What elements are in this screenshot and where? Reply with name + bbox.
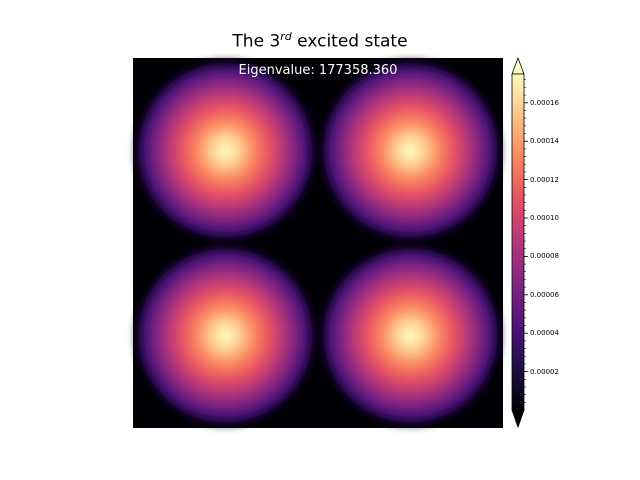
colorbar-tick-label: 0.00004 bbox=[530, 329, 559, 338]
heatmap-peak-3 bbox=[130, 240, 321, 431]
title-superscript: rd bbox=[280, 30, 292, 43]
colorbar-extend-bottom bbox=[511, 409, 525, 429]
colorbar-tick-label: 0.00016 bbox=[530, 98, 559, 107]
title-prefix: The 3 bbox=[232, 31, 281, 52]
colorbar-tick-label: 0.00012 bbox=[530, 175, 559, 184]
colorbar-tick-label: 0.00010 bbox=[530, 214, 559, 222]
peaks-layer bbox=[130, 55, 506, 431]
heatmap-peak-4 bbox=[315, 240, 506, 431]
colorbar-extend-top bbox=[511, 56, 525, 75]
colorbar-body bbox=[511, 73, 525, 411]
colorbar-tick-label: 0.00002 bbox=[530, 367, 559, 376]
heatmap-peak-1 bbox=[130, 55, 321, 246]
colorbar-tick-label: 0.00014 bbox=[530, 137, 559, 146]
colorbar-tick-label: 0.00008 bbox=[530, 252, 559, 261]
heatmap-peak-2 bbox=[315, 55, 506, 246]
colorbar-ticks bbox=[524, 79, 528, 403]
colorbar bbox=[511, 56, 528, 429]
title-suffix: excited state bbox=[291, 31, 408, 52]
eigenvalue-annotation: Eigenvalue: 177358.360 bbox=[238, 63, 398, 78]
colorbar-tick-label: 0.00006 bbox=[530, 290, 559, 299]
plot-title: The 3rd excited state bbox=[0, 30, 640, 52]
